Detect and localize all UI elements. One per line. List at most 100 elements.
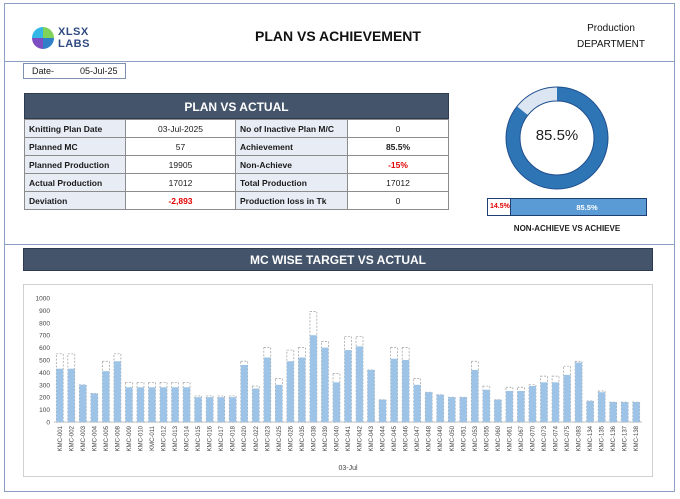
x-tick-label: KMC-135 bbox=[600, 425, 606, 451]
y-tick-label: 800 bbox=[39, 320, 50, 327]
actual-bar bbox=[286, 361, 294, 422]
pva-value: -2,893 bbox=[125, 191, 236, 210]
actual-bar bbox=[263, 357, 271, 422]
x-tick-label: KMC-075 bbox=[565, 425, 571, 451]
actual-bar bbox=[102, 371, 110, 422]
y-tick-label: 100 bbox=[39, 407, 50, 414]
date-value: 05-Jul-25 bbox=[80, 66, 118, 76]
actual-bar bbox=[125, 387, 133, 422]
logo: XLSX LABS bbox=[31, 26, 97, 54]
x-tick-label: KMC-011 bbox=[150, 425, 156, 451]
pva-label2: Total Production bbox=[235, 173, 348, 192]
x-tick-label: KMC-012 bbox=[162, 425, 168, 451]
y-tick-label: 300 bbox=[39, 382, 50, 389]
x-tick-label: KMC-048 bbox=[427, 425, 433, 451]
x-tick-label: KMC-016 bbox=[208, 425, 214, 451]
plan-vs-actual-table: Knitting Plan Date 03-Jul-2025 No of Inact… bbox=[24, 119, 449, 210]
mc-wise-title: MC WISE TARGET VS ACTUAL bbox=[23, 248, 653, 271]
x-tick-label: KMC-073 bbox=[542, 425, 548, 451]
x-tick-label: KMC-070 bbox=[530, 425, 536, 451]
mc-chart-area: 0 100 200 300 400 500 600 700 800 900 1000 KMC-001 K… bbox=[23, 284, 653, 477]
actual-bar bbox=[160, 387, 167, 422]
pva-value2: 17012 bbox=[347, 173, 449, 192]
x-tick-label: KMC-047 bbox=[415, 425, 421, 451]
actual-bar bbox=[56, 368, 64, 422]
mc-target-vs-actual-chart: 0 100 200 300 400 500 600 700 800 900 1000 KMC-001 K… bbox=[36, 296, 642, 472]
x-tick-label: KMC-042 bbox=[358, 425, 364, 451]
x-tick-label: KMC-020 bbox=[242, 425, 248, 451]
actual-bar bbox=[402, 360, 410, 422]
x-tick-label: KMC-025 bbox=[277, 425, 283, 451]
x-tick-label: KMC-067 bbox=[519, 425, 525, 451]
achieve-value: 85.5% bbox=[576, 203, 598, 212]
y-tick-label: 400 bbox=[39, 370, 50, 377]
x-tick-label: KMC-004 bbox=[92, 425, 98, 451]
actual-bar bbox=[298, 357, 306, 422]
pva-label: Planned MC bbox=[24, 137, 126, 156]
donut-outline bbox=[505, 86, 609, 190]
x-tick-label: KMC-010 bbox=[138, 425, 144, 451]
actual-bar bbox=[171, 387, 179, 422]
y-tick-label: 500 bbox=[39, 358, 50, 365]
date-box: Date- 05-Jul-25 bbox=[23, 63, 126, 79]
actual-bar bbox=[137, 387, 144, 422]
actual-bar bbox=[194, 397, 202, 422]
pva-label: Deviation bbox=[24, 191, 126, 210]
actual-bar bbox=[517, 391, 525, 422]
x-tick-label: KMC-039 bbox=[323, 425, 329, 451]
pva-value: 19905 bbox=[125, 155, 236, 174]
donut-value: 85.5% bbox=[535, 127, 579, 144]
x-tick-label: KMC-023 bbox=[265, 425, 271, 451]
actual-bar bbox=[413, 384, 421, 422]
x-tick-label: KMC-018 bbox=[231, 425, 237, 451]
actual-bar bbox=[540, 382, 548, 422]
pva-label2: Non-Achieve bbox=[235, 155, 348, 174]
x-tick-label: KMC-049 bbox=[438, 425, 444, 451]
x-tick-label: KMC-040 bbox=[334, 425, 340, 451]
x-tick-label: KMC-045 bbox=[392, 425, 398, 451]
achieve-progress-bar: 14.5% 85.5% bbox=[487, 198, 647, 216]
x-tick-label: KMC-014 bbox=[185, 425, 191, 451]
progress-caption: NON-ACHIEVE VS ACHIEVE bbox=[513, 224, 621, 233]
actual-bar bbox=[113, 361, 121, 422]
pva-row: Deviation -2,893 Production loss in Tk 0 bbox=[24, 191, 449, 210]
actual-bar bbox=[552, 382, 559, 422]
x-tick-label: KMC-138 bbox=[634, 425, 640, 451]
actual-bar bbox=[471, 369, 479, 422]
actual-bar bbox=[598, 392, 606, 422]
actual-bar bbox=[482, 389, 490, 422]
x-tick-label: KMC-035 bbox=[300, 425, 306, 451]
actual-bar bbox=[79, 384, 87, 422]
x-tick-label: KMC-137 bbox=[623, 425, 629, 451]
plan-vs-actual-title: PLAN VS ACTUAL bbox=[24, 93, 449, 119]
pva-value: 57 bbox=[125, 137, 236, 156]
actual-bar bbox=[586, 400, 594, 422]
x-tick-label: KMC-050 bbox=[450, 425, 456, 451]
pva-label2: Production loss in Tk bbox=[235, 191, 348, 210]
logo-pie-icon bbox=[32, 27, 54, 49]
actual-bar bbox=[621, 402, 629, 422]
logo-line1: XLSX bbox=[58, 26, 89, 38]
logo-line2: LABS bbox=[58, 38, 90, 50]
x-tick-label: KMC-002 bbox=[69, 425, 75, 451]
pva-label: Planned Production bbox=[24, 155, 126, 174]
actual-bar bbox=[505, 391, 513, 422]
x-tick-label: KMC-038 bbox=[311, 425, 317, 451]
x-tick-label: KMC-013 bbox=[173, 425, 179, 451]
actual-bar bbox=[252, 388, 260, 422]
x-tick-label: KMC-043 bbox=[369, 425, 375, 451]
actual-bar bbox=[390, 358, 398, 422]
pva-row: Planned MC 57 Achievement 85.5% bbox=[24, 137, 449, 156]
x-tick-label: KMC-136 bbox=[611, 425, 617, 451]
dept-line1: Production bbox=[587, 23, 635, 34]
x-tick-label: KMC-074 bbox=[554, 425, 560, 451]
actual-bar bbox=[494, 399, 502, 422]
actual-bar bbox=[367, 369, 375, 422]
header-divider bbox=[4, 61, 675, 62]
actual-bar bbox=[575, 362, 583, 422]
non-achieve-fill bbox=[488, 199, 511, 215]
y-tick-label: 700 bbox=[39, 333, 50, 340]
actual-bar bbox=[183, 387, 191, 422]
actual-bar bbox=[609, 402, 617, 422]
x-tick-label: KMC-055 bbox=[484, 425, 490, 451]
